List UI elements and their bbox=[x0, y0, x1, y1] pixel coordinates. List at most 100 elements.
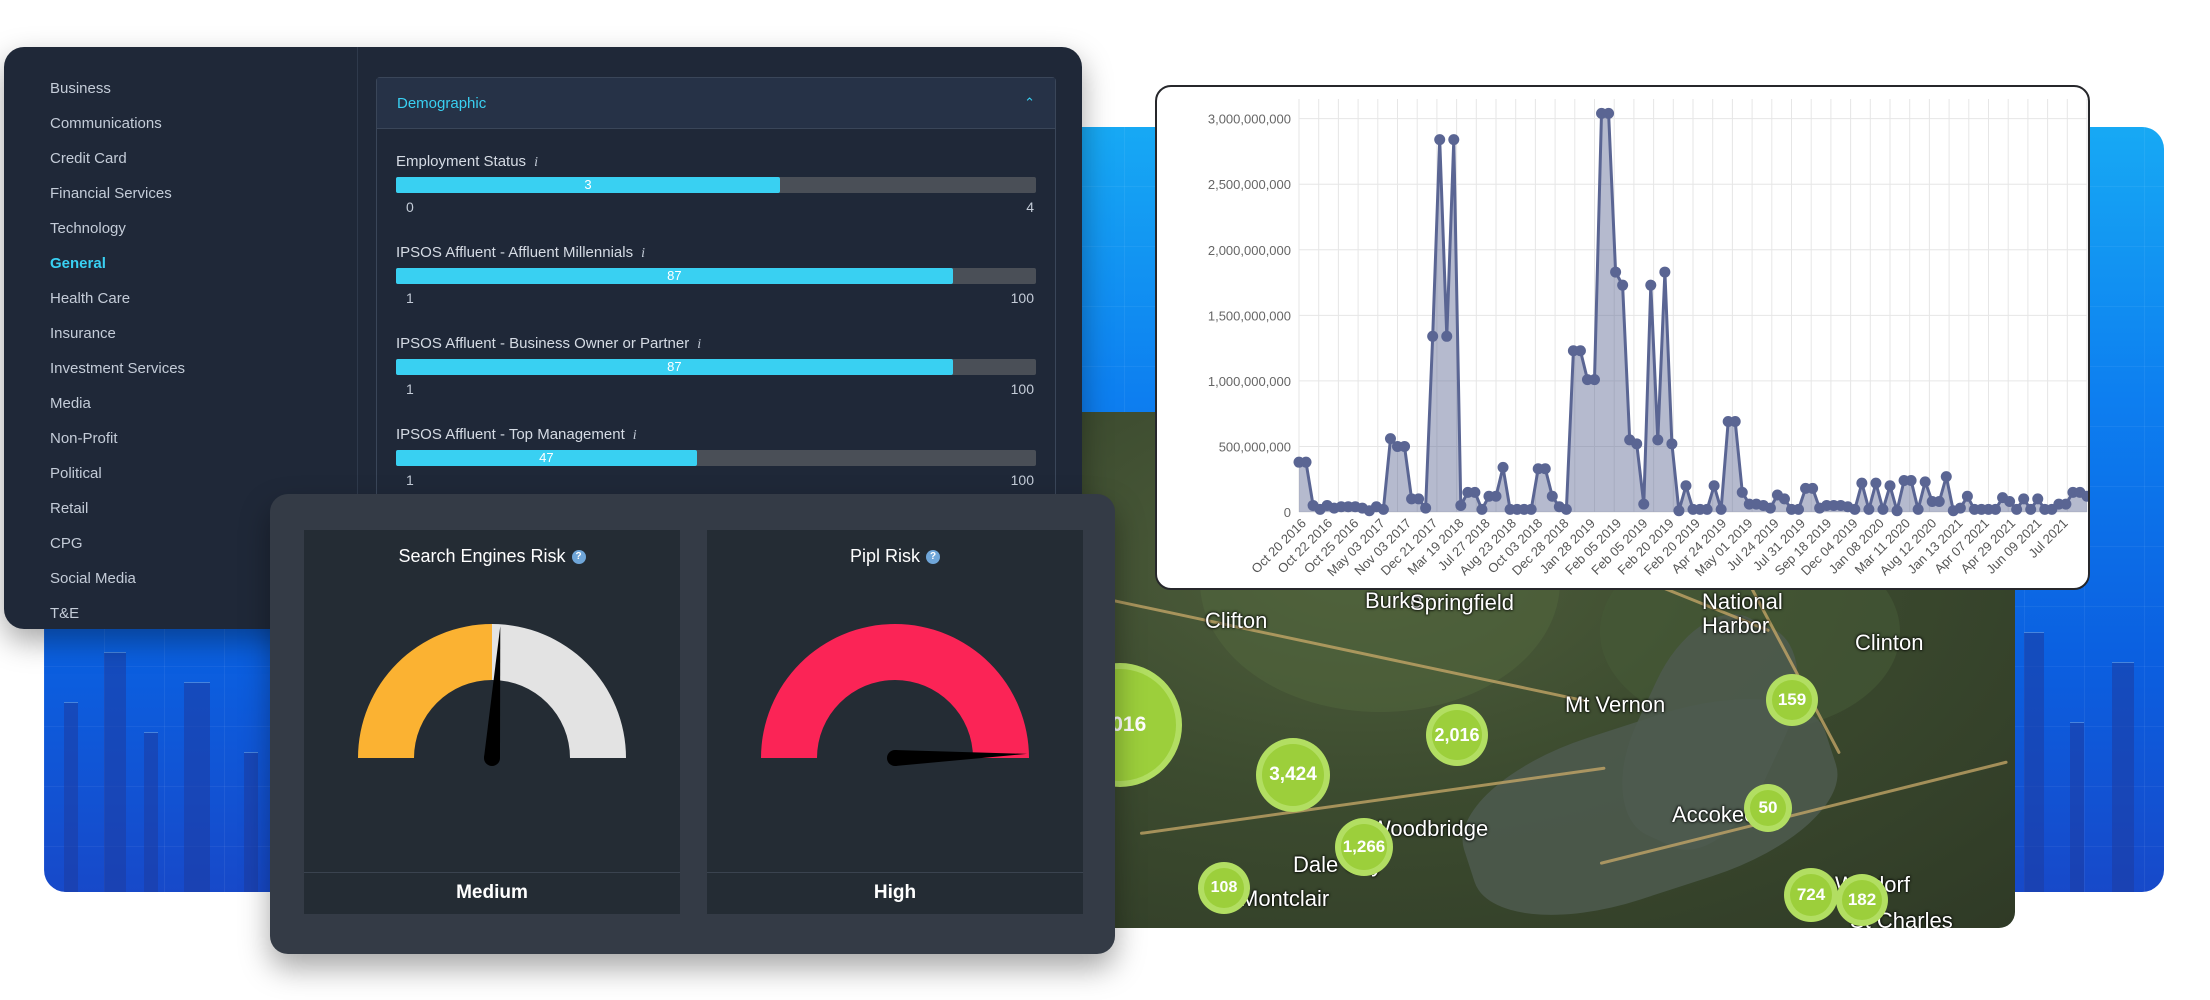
data-point[interactable] bbox=[1589, 374, 1600, 386]
data-point[interactable] bbox=[1434, 134, 1446, 146]
data-point[interactable] bbox=[1560, 503, 1572, 515]
data-point[interactable] bbox=[2081, 490, 2089, 502]
data-point[interactable] bbox=[2011, 503, 2023, 515]
pipl-risk-panel: Pipl Risk? High bbox=[707, 530, 1083, 914]
sidebar-item[interactable]: Communications bbox=[50, 115, 162, 132]
data-point[interactable] bbox=[1736, 486, 1748, 498]
data-point[interactable] bbox=[2025, 503, 2037, 515]
sidebar-item[interactable]: Insurance bbox=[50, 325, 116, 342]
map-cluster-marker[interactable]: 1,266 bbox=[1335, 818, 1393, 876]
data-point[interactable] bbox=[1793, 503, 1805, 515]
sidebar-item[interactable]: Health Care bbox=[50, 290, 131, 307]
data-point[interactable] bbox=[1377, 503, 1389, 515]
data-point[interactable] bbox=[2032, 493, 2044, 505]
data-point[interactable] bbox=[1919, 476, 1931, 488]
data-point[interactable] bbox=[1807, 482, 1819, 494]
sidebar-item[interactable]: Political bbox=[50, 465, 102, 482]
data-point[interactable] bbox=[1764, 502, 1776, 514]
data-point[interactable] bbox=[1455, 499, 1467, 511]
data-point[interactable] bbox=[1961, 490, 1973, 502]
data-point[interactable] bbox=[1856, 477, 1868, 489]
data-point[interactable] bbox=[1469, 486, 1481, 498]
sidebar-item[interactable]: Technology bbox=[50, 220, 126, 237]
info-icon[interactable]: i bbox=[534, 155, 538, 170]
data-point[interactable] bbox=[1729, 416, 1741, 428]
sidebar-item[interactable]: CPG bbox=[50, 535, 83, 552]
data-point[interactable] bbox=[1652, 434, 1664, 446]
data-point[interactable] bbox=[1574, 345, 1586, 357]
data-point[interactable] bbox=[2018, 493, 2030, 505]
data-point[interactable] bbox=[1659, 266, 1671, 278]
sidebar-item[interactable]: General bbox=[50, 255, 106, 272]
data-point[interactable] bbox=[1990, 503, 2002, 515]
data-point[interactable] bbox=[1300, 456, 1312, 468]
info-icon[interactable]: i bbox=[641, 246, 645, 261]
data-point[interactable] bbox=[1399, 440, 1411, 452]
sidebar-item[interactable]: Social Media bbox=[50, 570, 136, 587]
metric-label: Employment Status bbox=[396, 153, 527, 170]
data-point[interactable] bbox=[1638, 498, 1650, 510]
data-point[interactable] bbox=[1420, 502, 1432, 514]
map-cluster-marker[interactable]: 3,424 bbox=[1256, 738, 1330, 812]
sidebar-item[interactable]: Retail bbox=[50, 500, 89, 517]
map-cluster-marker[interactable]: 159 bbox=[1766, 674, 1818, 726]
data-point[interactable] bbox=[2060, 498, 2072, 510]
sidebar-item[interactable]: Non-Profit bbox=[50, 430, 118, 447]
map-cluster-marker[interactable]: 108 bbox=[1198, 862, 1250, 914]
question-icon[interactable]: ? bbox=[571, 550, 586, 565]
data-point[interactable] bbox=[1877, 503, 1889, 515]
info-icon[interactable]: i bbox=[632, 428, 637, 443]
map-cluster-marker[interactable]: 182 bbox=[1836, 874, 1888, 926]
data-point[interactable] bbox=[1666, 438, 1678, 450]
data-point[interactable] bbox=[1525, 503, 1537, 515]
data-point[interactable] bbox=[1933, 496, 1945, 508]
data-point[interactable] bbox=[1631, 438, 1643, 450]
data-point[interactable] bbox=[1680, 480, 1692, 492]
data-point[interactable] bbox=[1448, 134, 1460, 146]
metric-value: 3 bbox=[584, 177, 592, 192]
data-point[interactable] bbox=[1884, 480, 1896, 492]
data-point[interactable] bbox=[1891, 505, 1903, 517]
sidebar-item[interactable]: Credit Card bbox=[50, 150, 127, 167]
data-point[interactable] bbox=[1778, 493, 1790, 505]
data-point[interactable] bbox=[1701, 503, 1713, 515]
data-point[interactable] bbox=[1413, 493, 1425, 505]
sidebar-item[interactable]: Investment Services bbox=[50, 360, 186, 377]
data-point[interactable] bbox=[1610, 266, 1622, 278]
data-point[interactable] bbox=[1546, 490, 1558, 502]
sidebar-item[interactable]: Business bbox=[50, 80, 111, 97]
data-point[interactable] bbox=[1954, 502, 1966, 514]
map-cluster-marker[interactable]: 50 bbox=[1744, 784, 1792, 832]
data-point[interactable] bbox=[1441, 330, 1453, 342]
data-point[interactable] bbox=[1490, 490, 1502, 502]
demographic-header[interactable]: Demographic ⌃ bbox=[377, 78, 1055, 129]
map-cluster-marker[interactable]: 724 bbox=[1784, 868, 1838, 922]
data-point[interactable] bbox=[2004, 496, 2016, 508]
data-point[interactable] bbox=[1708, 480, 1720, 492]
data-point[interactable] bbox=[1715, 503, 1727, 515]
sidebar-item[interactable]: T&E bbox=[50, 605, 80, 622]
question-icon[interactable]: ? bbox=[926, 550, 940, 565]
y-tick-label: 2,500,000,000 bbox=[1208, 177, 1291, 192]
data-point[interactable] bbox=[1539, 463, 1551, 475]
data-point[interactable] bbox=[1497, 461, 1509, 473]
data-point[interactable] bbox=[1849, 503, 1861, 515]
sidebar-item[interactable]: Media bbox=[50, 395, 91, 412]
info-icon[interactable]: i bbox=[697, 337, 702, 352]
data-point[interactable] bbox=[1905, 475, 1917, 487]
data-point[interactable] bbox=[1673, 505, 1685, 517]
data-point[interactable] bbox=[1870, 477, 1882, 489]
data-point[interactable] bbox=[1863, 503, 1875, 515]
map-cluster-marker[interactable]: 2,016 bbox=[1426, 704, 1488, 766]
data-point[interactable] bbox=[1476, 503, 1488, 515]
sidebar-item[interactable]: Financial Services bbox=[50, 185, 172, 202]
data-point[interactable] bbox=[1645, 279, 1657, 291]
y-tick-label: 0 bbox=[1284, 505, 1291, 520]
chevron-up-icon[interactable]: ⌃ bbox=[1024, 95, 1035, 110]
data-point[interactable] bbox=[1427, 330, 1439, 342]
data-point[interactable] bbox=[1617, 279, 1629, 291]
data-point[interactable] bbox=[1603, 107, 1615, 119]
data-point[interactable] bbox=[1912, 503, 1924, 515]
data-point[interactable] bbox=[1940, 471, 1952, 483]
data-point[interactable] bbox=[1384, 433, 1396, 445]
